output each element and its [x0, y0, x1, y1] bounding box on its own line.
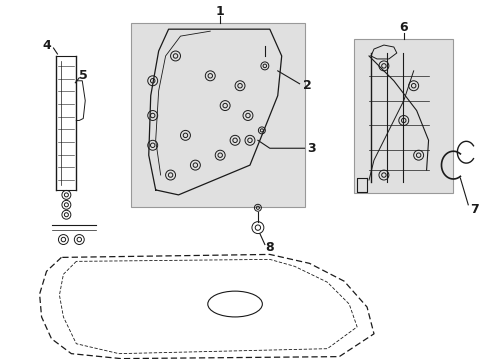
Bar — [131, 23, 304, 207]
Text: 6: 6 — [399, 21, 407, 34]
Text: 8: 8 — [265, 241, 274, 254]
Text: 2: 2 — [303, 79, 311, 92]
Bar — [353, 39, 452, 193]
Text: 4: 4 — [42, 39, 51, 51]
Text: 7: 7 — [469, 203, 478, 216]
Text: 3: 3 — [306, 142, 315, 155]
Text: 1: 1 — [215, 5, 224, 18]
Text: 5: 5 — [79, 69, 87, 82]
